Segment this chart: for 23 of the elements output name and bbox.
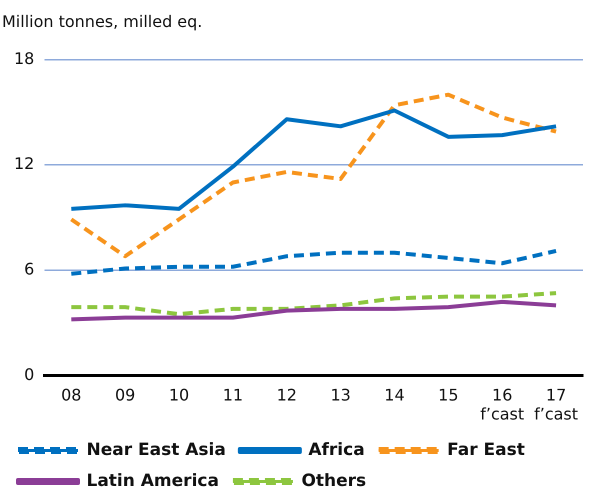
x-tick-label: 16 f’cast: [480, 385, 524, 424]
line-series: [69, 291, 558, 316]
legend-label: Others: [301, 470, 366, 491]
legend-label: Africa: [308, 440, 365, 460]
legend-label: Latin America: [86, 470, 219, 491]
y-axis-title: Million tonnes, milled eq.: [2, 12, 202, 31]
line-series: [69, 248, 558, 276]
legend-label: Far East: [447, 440, 525, 460]
x-tick-label: 17 f’cast: [534, 385, 578, 424]
x-tick-label: 08: [61, 385, 82, 404]
y-tick-label: 0: [24, 364, 34, 384]
y-tick-label: 18: [14, 48, 34, 68]
y-tick-label: 12: [14, 154, 34, 174]
x-tick-label: 14: [384, 385, 405, 404]
x-tick-label: 11: [222, 385, 244, 404]
y-tick-label: 6: [24, 259, 34, 278]
x-tick-label: 12: [276, 385, 297, 404]
x-tick-label: 10: [168, 385, 190, 404]
line-series: [69, 92, 558, 258]
x-tick-label: 09: [114, 385, 136, 404]
x-tick-label: 13: [330, 385, 351, 404]
x-tick-label: 15: [438, 385, 459, 404]
legend-label: Near East Asia: [86, 440, 226, 460]
